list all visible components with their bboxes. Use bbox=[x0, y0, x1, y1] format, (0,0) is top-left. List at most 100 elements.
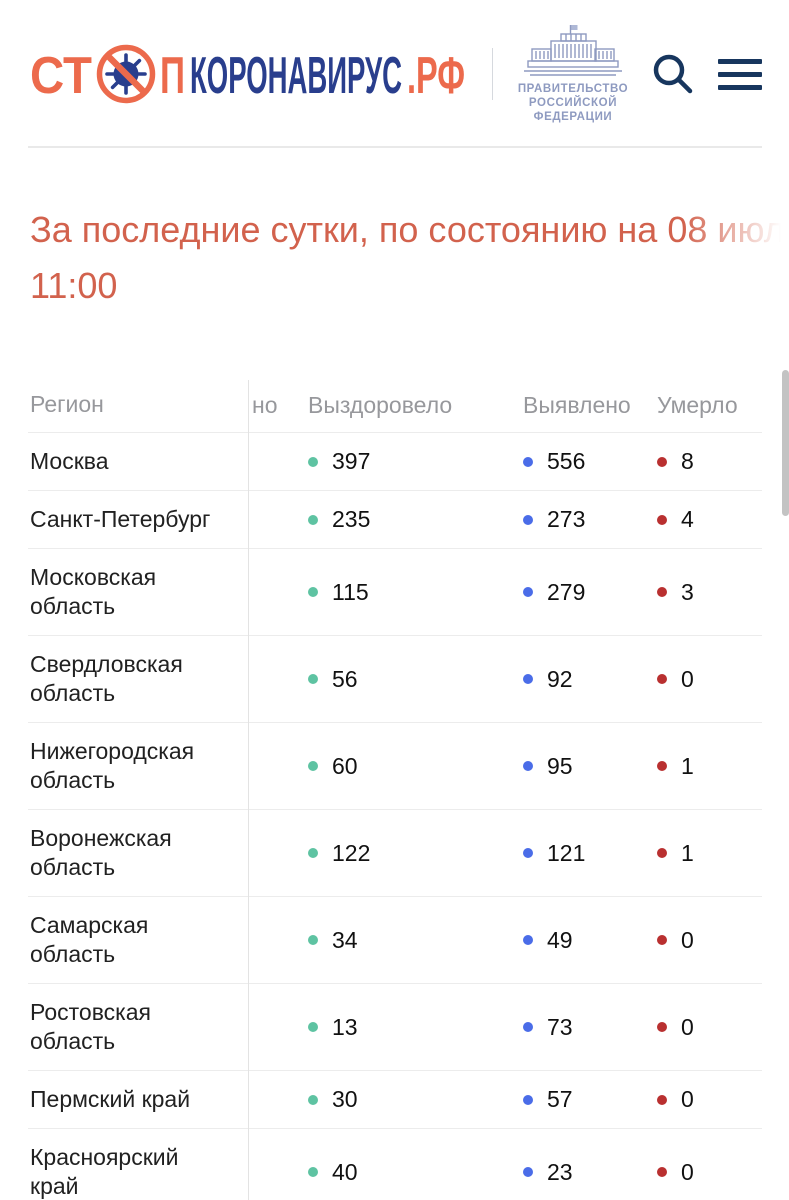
column-header-partial: но bbox=[252, 392, 278, 418]
svg-text:П: П bbox=[160, 47, 185, 105]
died-dot-icon bbox=[657, 674, 667, 684]
menu-button[interactable] bbox=[718, 58, 762, 90]
region-cell: Нижегородская область bbox=[30, 738, 195, 793]
column-header-recovered: Выздоровело bbox=[308, 392, 453, 418]
detected-dot-icon bbox=[523, 456, 533, 467]
recovered-value: 13 bbox=[332, 1013, 358, 1040]
region-cell: Свердловская область bbox=[30, 651, 183, 706]
page-title-line2: 11:00 bbox=[30, 265, 118, 306]
recovered-dot-icon bbox=[308, 935, 318, 945]
recovered-cell: 122 bbox=[303, 840, 518, 867]
recovered-dot-icon bbox=[308, 761, 318, 771]
region-cell: Воронежская область bbox=[30, 825, 172, 880]
region-cell: Московская область bbox=[30, 564, 157, 619]
column-header-region: Регион bbox=[30, 391, 104, 417]
recovered-value: 235 bbox=[332, 506, 371, 532]
detected-dot-icon bbox=[523, 761, 533, 771]
recovered-value: 34 bbox=[332, 926, 358, 953]
table-row[interactable]: Красноярский край 40 23 0 bbox=[28, 1129, 762, 1200]
detected-dot-icon bbox=[523, 587, 533, 597]
region-cell: Ростовская область bbox=[30, 999, 151, 1054]
died-dot-icon bbox=[657, 1167, 667, 1177]
detected-cell: 73 bbox=[518, 1014, 652, 1041]
died-dot-icon bbox=[657, 935, 667, 945]
died-value: 3 bbox=[681, 578, 694, 605]
detected-value: 95 bbox=[547, 752, 573, 779]
died-value: 8 bbox=[681, 448, 694, 474]
recovered-value: 56 bbox=[332, 665, 358, 692]
died-dot-icon bbox=[657, 1022, 667, 1032]
recovered-dot-icon bbox=[308, 674, 318, 684]
detected-cell: 273 bbox=[518, 506, 652, 533]
table-row[interactable]: Московская область 115 279 3 bbox=[28, 549, 762, 636]
column-header-detected: Выявлено bbox=[523, 392, 631, 418]
died-cell: 0 bbox=[652, 1159, 757, 1186]
scrollbar-thumb[interactable] bbox=[782, 370, 789, 516]
header-divider bbox=[492, 48, 493, 100]
table-row[interactable]: Москва 397 556 8 bbox=[28, 433, 762, 491]
recovered-value: 397 bbox=[332, 448, 371, 474]
table-row[interactable]: Нижегородская область 60 95 1 bbox=[28, 723, 762, 810]
search-button[interactable] bbox=[650, 51, 696, 97]
region-cell: Красноярский край bbox=[30, 1144, 179, 1199]
detected-dot-icon bbox=[523, 674, 533, 684]
died-cell: 0 bbox=[652, 666, 757, 693]
detected-value: 23 bbox=[547, 1158, 573, 1185]
recovered-dot-icon bbox=[308, 587, 318, 597]
detected-value: 73 bbox=[547, 1013, 573, 1040]
died-cell: 4 bbox=[652, 506, 757, 533]
recovered-cell: 60 bbox=[303, 753, 518, 780]
column-header-died: Умерло bbox=[657, 392, 738, 418]
recovered-dot-icon bbox=[308, 1022, 318, 1032]
recovered-cell: 235 bbox=[303, 506, 518, 533]
site-logo[interactable]: СТ П КОРОНАВИРУС .РФ bbox=[30, 41, 466, 107]
table-row[interactable]: Ростовская область 13 73 0 bbox=[28, 984, 762, 1071]
region-cell: Москва bbox=[30, 448, 109, 474]
svg-text:.РФ: .РФ bbox=[407, 47, 465, 105]
page-title-line1: За последние сутки, по состоянию на 08 и… bbox=[30, 209, 789, 250]
detected-cell: 95 bbox=[518, 753, 652, 780]
table-row[interactable]: Санкт-Петербург 235 273 4 bbox=[28, 491, 762, 549]
recovered-cell: 40 bbox=[303, 1159, 518, 1186]
recovered-dot-icon bbox=[308, 848, 318, 858]
died-dot-icon bbox=[657, 456, 667, 467]
recovered-value: 60 bbox=[332, 752, 358, 779]
detected-value: 57 bbox=[547, 1086, 573, 1112]
detected-cell: 23 bbox=[518, 1159, 652, 1186]
died-value: 0 bbox=[681, 926, 694, 953]
recovered-dot-icon bbox=[308, 1094, 318, 1105]
died-dot-icon bbox=[657, 1094, 667, 1105]
detected-dot-icon bbox=[523, 1022, 533, 1032]
region-cell: Санкт-Петербург bbox=[30, 506, 211, 532]
table-row[interactable]: Пермский край 30 57 0 bbox=[28, 1071, 762, 1129]
region-stats-table[interactable]: Регион но Выздоровело Выявлено Умерло Мо… bbox=[0, 370, 789, 1200]
recovered-dot-icon bbox=[308, 456, 318, 467]
page-title: За последние сутки, по состоянию на 08 и… bbox=[30, 202, 789, 314]
detected-cell: 49 bbox=[518, 927, 652, 954]
region-cell: Самарская область bbox=[30, 912, 149, 967]
table-row[interactable]: Свердловская область 56 92 0 bbox=[28, 636, 762, 723]
table-row[interactable]: Воронежская область 122 121 1 bbox=[28, 810, 762, 897]
died-value: 1 bbox=[681, 752, 694, 779]
stopcoronavirus-logo-icon: СТ П КОРОНАВИРУС .РФ bbox=[30, 44, 465, 105]
recovered-dot-icon bbox=[308, 1167, 318, 1177]
table-header-row: Регион но Выздоровело Выявлено Умерло bbox=[28, 380, 762, 433]
table-row[interactable]: Самарская область 34 49 0 bbox=[28, 897, 762, 984]
recovered-dot-icon bbox=[308, 514, 318, 525]
died-value: 0 bbox=[681, 1086, 694, 1112]
died-cell: 1 bbox=[652, 840, 757, 867]
recovered-value: 115 bbox=[332, 578, 369, 605]
recovered-cell: 34 bbox=[303, 927, 518, 954]
died-cell: 0 bbox=[652, 927, 757, 954]
died-cell: 3 bbox=[652, 579, 757, 606]
recovered-cell: 115 bbox=[303, 579, 518, 606]
virus-prohibition-icon bbox=[96, 44, 156, 104]
detected-dot-icon bbox=[523, 848, 533, 858]
died-value: 0 bbox=[681, 665, 694, 692]
detected-value: 556 bbox=[547, 448, 586, 474]
search-icon bbox=[653, 54, 693, 94]
detected-dot-icon bbox=[523, 935, 533, 945]
detected-value: 92 bbox=[547, 665, 573, 692]
detected-dot-icon bbox=[523, 1167, 533, 1177]
died-cell: 8 bbox=[652, 448, 757, 475]
